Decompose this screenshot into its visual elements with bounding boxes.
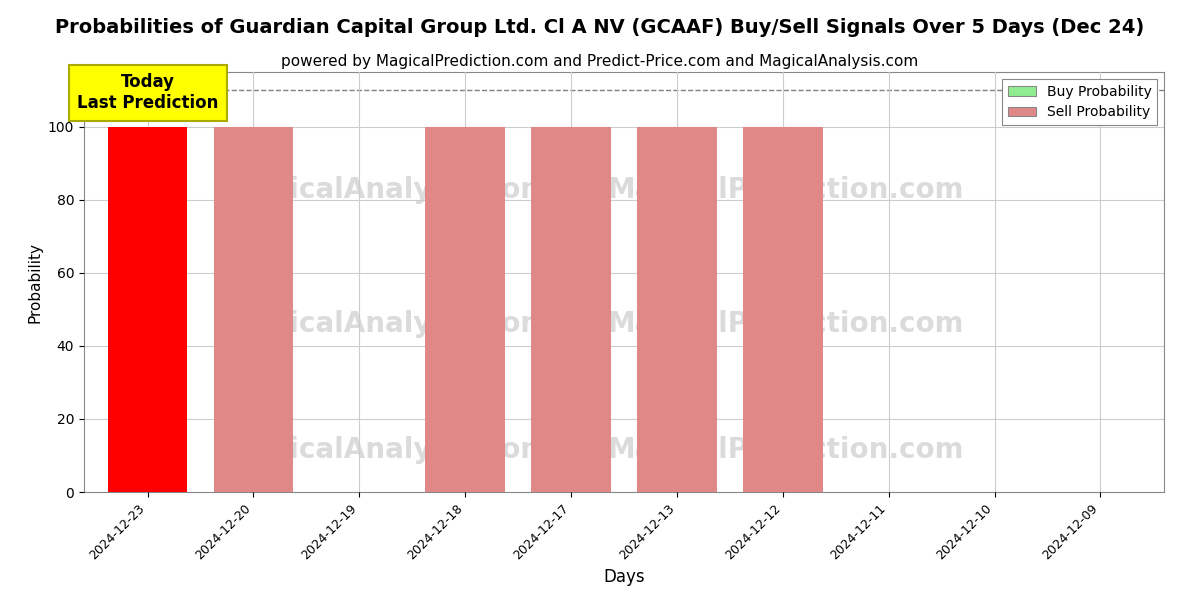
Bar [532, 127, 611, 492]
Text: Probabilities of Guardian Capital Group Ltd. Cl A NV (GCAAF) Buy/Sell Signals Ov: Probabilities of Guardian Capital Group … [55, 18, 1145, 37]
Bar [426, 127, 505, 492]
Text: powered by MagicalPrediction.com and Predict-Price.com and MagicalAnalysis.com: powered by MagicalPrediction.com and Pre… [281, 54, 919, 69]
Text: MagicalAnalysis.com: MagicalAnalysis.com [223, 436, 550, 464]
Legend: Buy Probability, Sell Probability: Buy Probability, Sell Probability [1002, 79, 1157, 125]
Text: MagicalPrediction.com: MagicalPrediction.com [607, 436, 965, 464]
Text: MagicalPrediction.com: MagicalPrediction.com [607, 176, 965, 203]
X-axis label: Days: Days [604, 568, 644, 586]
Bar [214, 127, 293, 492]
Text: MagicalAnalysis.com: MagicalAnalysis.com [223, 176, 550, 203]
Text: MagicalPrediction.com: MagicalPrediction.com [607, 310, 965, 338]
Text: MagicalAnalysis.com: MagicalAnalysis.com [223, 310, 550, 338]
Bar [637, 127, 716, 492]
Bar [108, 127, 187, 492]
Y-axis label: Probability: Probability [28, 242, 42, 323]
Bar [743, 127, 822, 492]
Text: Today
Last Prediction: Today Last Prediction [77, 73, 218, 112]
